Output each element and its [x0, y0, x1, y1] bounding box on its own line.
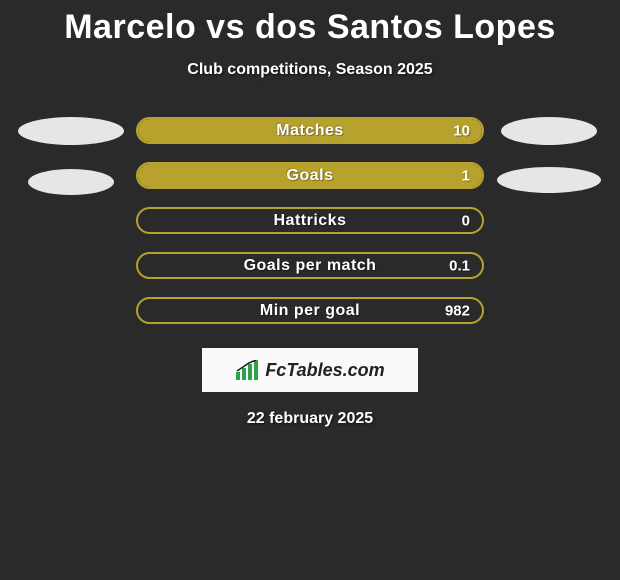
comparison-row: Matches10Goals1Hattricks0Goals per match…: [0, 117, 620, 324]
logo-box: FcTables.com: [202, 348, 418, 392]
stat-bar: Hattricks0: [136, 207, 484, 234]
avatar-ellipse: [28, 169, 114, 195]
stat-bar-value: 1: [462, 167, 470, 184]
stat-bar-value: 982: [445, 302, 470, 319]
stat-bar-value: 0.1: [449, 257, 470, 274]
stat-bar-label: Matches: [138, 122, 482, 140]
stat-bar-value: 10: [453, 122, 470, 139]
avatar-ellipse: [497, 167, 601, 193]
stat-bar-label: Goals: [138, 167, 482, 185]
stat-bar-value: 0: [462, 212, 470, 229]
stat-bar: Goals per match0.1: [136, 252, 484, 279]
bar-chart-icon: [235, 360, 259, 380]
stat-bars-column: Matches10Goals1Hattricks0Goals per match…: [136, 117, 484, 324]
page-title: Marcelo vs dos Santos Lopes: [0, 0, 620, 47]
stat-bar: Matches10: [136, 117, 484, 144]
stat-bar-label: Goals per match: [138, 257, 482, 275]
subtitle: Club competitions, Season 2025: [0, 61, 620, 79]
avatar-ellipse: [18, 117, 124, 145]
date-text: 22 february 2025: [0, 410, 620, 428]
logo-text: FcTables.com: [265, 360, 384, 381]
stat-bar-label: Min per goal: [138, 302, 482, 320]
avatar-ellipse: [501, 117, 597, 145]
stat-bar: Min per goal982: [136, 297, 484, 324]
stat-bar-label: Hattricks: [138, 212, 482, 230]
stat-bar: Goals1: [136, 162, 484, 189]
left-avatars-column: [6, 117, 136, 324]
right-avatars-column: [484, 117, 614, 324]
